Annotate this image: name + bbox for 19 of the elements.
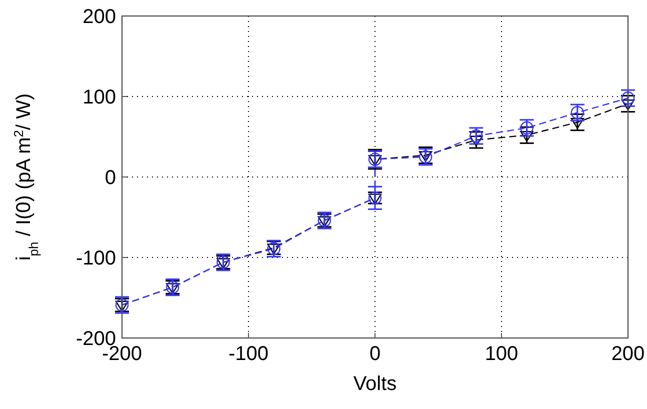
x-tick-label: 0 — [369, 343, 381, 365]
x-tick-label: -100 — [228, 343, 269, 365]
point — [115, 300, 129, 312]
point — [166, 283, 180, 294]
x-axis-title: Volts — [353, 373, 397, 395]
y-tick-label: -100 — [76, 248, 116, 270]
y-tick-label: 0 — [104, 167, 116, 189]
x-tick-label: 100 — [484, 343, 518, 365]
point — [570, 118, 584, 129]
y-tick-label: 100 — [82, 86, 116, 108]
point — [216, 258, 230, 269]
point — [621, 100, 635, 110]
point — [470, 136, 483, 147]
y-tick-label: 200 — [82, 6, 116, 28]
x-tick-label: 200 — [611, 343, 645, 365]
point — [520, 130, 534, 142]
point — [368, 155, 382, 166]
point — [115, 298, 129, 312]
point — [318, 216, 331, 228]
